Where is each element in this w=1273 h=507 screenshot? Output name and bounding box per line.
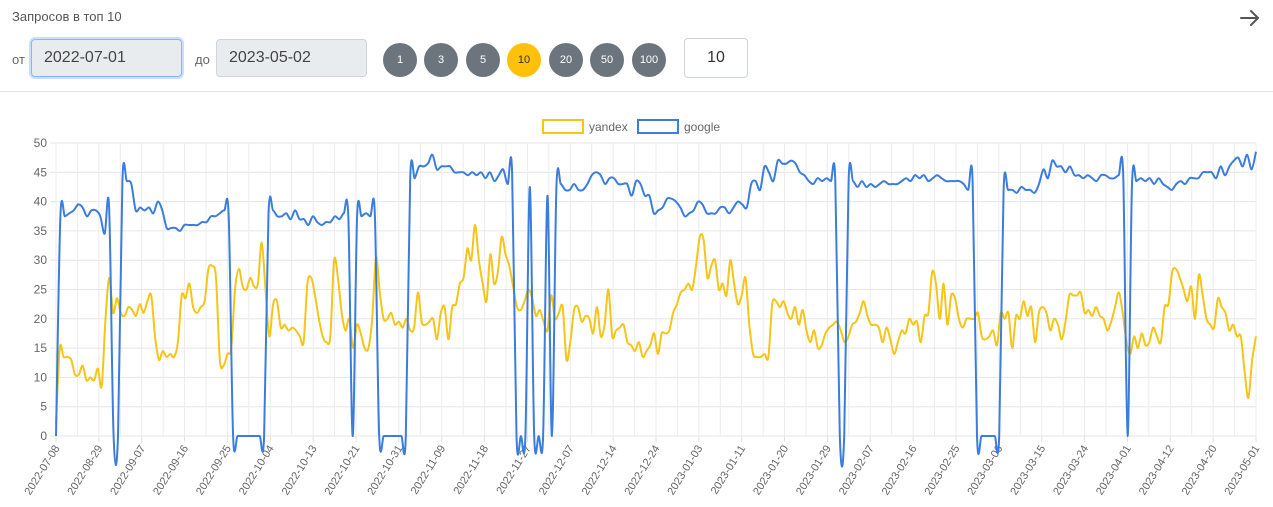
x-tick-label: 2023-01-20 (751, 443, 791, 497)
top-20-button[interactable]: 20 (549, 43, 583, 77)
x-tick-label: 2023-01-11 (709, 443, 749, 496)
series-line-google (55, 151, 1257, 468)
y-tick-label: 25 (34, 283, 48, 297)
y-tick-label: 0 (40, 429, 47, 443)
top-count-input[interactable] (684, 38, 748, 78)
x-tick-label: 2022-10-31 (365, 443, 405, 497)
legend-swatch-google (637, 119, 679, 134)
x-tick-label: 2023-03-24 (1051, 443, 1091, 497)
y-tick-label: 10 (34, 370, 48, 384)
header-divider (0, 91, 1273, 92)
top-3-button[interactable]: 3 (424, 43, 458, 77)
y-tick-label: 15 (34, 341, 48, 355)
top-100-button[interactable]: 100 (632, 43, 666, 77)
y-tick-label: 40 (34, 195, 48, 209)
x-tick-label: 2023-03-06 (965, 443, 1005, 497)
x-tick-label: 2022-09-25 (194, 443, 234, 497)
date-to-input[interactable] (216, 39, 367, 77)
y-tick-label: 45 (34, 165, 48, 179)
y-tick-label: 20 (34, 312, 48, 326)
line-chart: 0 5 10 15 20 25 30 35 40 45 50 2022-07-08 2022-08-29… (23, 119, 1263, 497)
x-tick-label: 2022-11-09 (409, 443, 449, 496)
y-tick-label: 35 (34, 224, 48, 238)
x-tick-label: 2023-05-01 (1223, 443, 1263, 497)
x-tick-label: 2022-08-29 (65, 443, 105, 497)
y-tick-label: 50 (34, 136, 48, 150)
x-tick-label: 2023-04-12 (1137, 443, 1177, 497)
top-5-button[interactable]: 5 (466, 43, 500, 77)
y-tick-label: 5 (40, 400, 47, 414)
legend-label-google: google (684, 120, 720, 134)
x-tick-label: 2022-12-14 (580, 443, 620, 497)
page-title: Запросов в топ 10 (12, 9, 122, 24)
x-tick-label: 2023-02-16 (880, 443, 920, 497)
top-50-button[interactable]: 50 (590, 43, 624, 77)
x-tick-label: 2022-10-21 (323, 443, 363, 497)
x-tick-label: 2023-04-20 (1180, 443, 1220, 497)
series-line-yandex (55, 224, 1257, 425)
x-tick-label: 2022-11-27 (494, 443, 534, 496)
y-tick-label: 30 (34, 253, 48, 267)
date-from-input[interactable] (31, 39, 182, 77)
arrow-right-icon[interactable] (1239, 6, 1261, 30)
x-tick-label: 2022-07-08 (23, 443, 63, 497)
x-tick-label: 2022-10-04 (237, 443, 277, 497)
x-tick-label: 2023-02-25 (923, 443, 963, 497)
x-tick-label: 2023-03-15 (1008, 443, 1048, 497)
top-1-button[interactable]: 1 (383, 43, 417, 77)
to-label: до (195, 52, 210, 67)
x-tick-label: 2023-04-01 (1094, 443, 1134, 497)
x-tick-label: 2023-01-29 (794, 443, 834, 497)
x-tick-label: 2022-10-13 (280, 443, 320, 497)
from-label: от (12, 52, 25, 67)
x-tick-label: 2022-11-18 (452, 443, 492, 496)
x-tick-label: 2022-12-24 (623, 443, 663, 497)
legend-swatch-yandex (542, 119, 584, 134)
x-tick-label: 2023-01-03 (665, 443, 705, 497)
legend-label-yandex: yandex (589, 120, 628, 134)
top-10-button[interactable]: 10 (507, 43, 541, 77)
x-tick-label: 2022-09-16 (151, 443, 191, 497)
